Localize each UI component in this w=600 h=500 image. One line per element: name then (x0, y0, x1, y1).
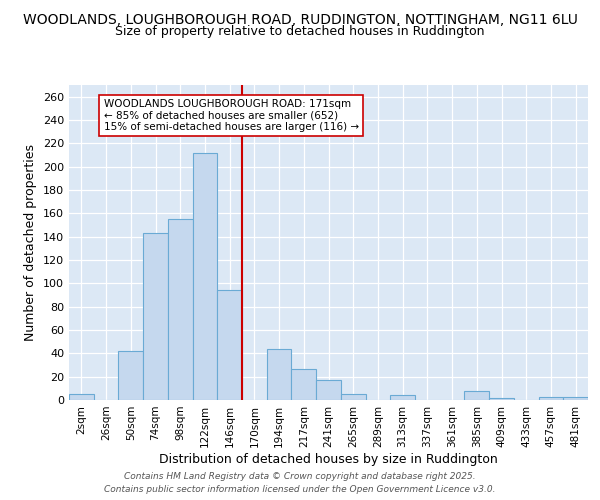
Text: Size of property relative to detached houses in Ruddington: Size of property relative to detached ho… (115, 25, 485, 38)
Bar (341, 394, 365, 400)
Y-axis label: Number of detached properties: Number of detached properties (25, 144, 37, 341)
Bar (539, 396, 563, 400)
Bar (563, 396, 588, 400)
Bar (292, 368, 316, 400)
X-axis label: Distribution of detached houses by size in Ruddington: Distribution of detached houses by size … (159, 452, 498, 466)
Bar (390, 396, 415, 400)
Text: Contains HM Land Registry data © Crown copyright and database right 2025.: Contains HM Land Registry data © Crown c… (124, 472, 476, 481)
Bar (267, 348, 292, 400)
Bar (69, 394, 94, 400)
Bar (143, 233, 168, 400)
Text: Contains public sector information licensed under the Open Government Licence v3: Contains public sector information licen… (104, 485, 496, 494)
Bar (464, 390, 489, 400)
Bar (489, 398, 514, 400)
Bar (193, 152, 217, 400)
Text: WOODLANDS LOUGHBOROUGH ROAD: 171sqm
← 85% of detached houses are smaller (652)
1: WOODLANDS LOUGHBOROUGH ROAD: 171sqm ← 85… (104, 99, 359, 132)
Bar (217, 290, 242, 400)
Bar (316, 380, 341, 400)
Bar (168, 219, 193, 400)
Bar (118, 351, 143, 400)
Text: WOODLANDS, LOUGHBOROUGH ROAD, RUDDINGTON, NOTTINGHAM, NG11 6LU: WOODLANDS, LOUGHBOROUGH ROAD, RUDDINGTON… (23, 12, 577, 26)
